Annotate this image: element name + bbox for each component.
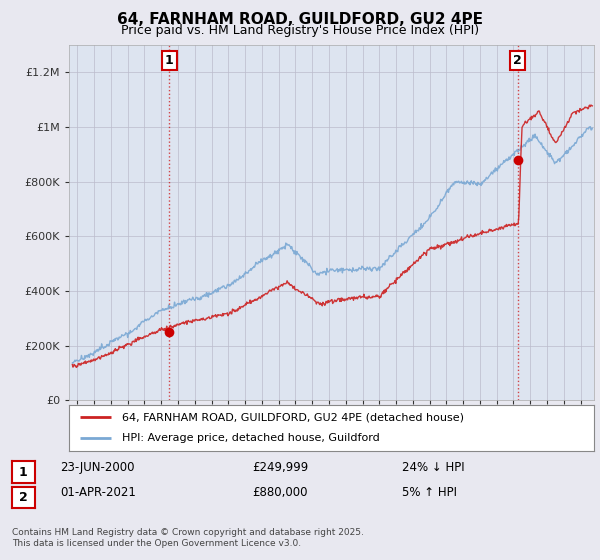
Text: Contains HM Land Registry data © Crown copyright and database right 2025.
This d: Contains HM Land Registry data © Crown c… [12, 528, 364, 548]
Text: 5% ↑ HPI: 5% ↑ HPI [402, 486, 457, 500]
Text: 1: 1 [19, 465, 28, 479]
Text: HPI: Average price, detached house, Guildford: HPI: Average price, detached house, Guil… [121, 433, 379, 444]
Text: 64, FARNHAM ROAD, GUILDFORD, GU2 4PE (detached house): 64, FARNHAM ROAD, GUILDFORD, GU2 4PE (de… [121, 412, 464, 422]
Text: 01-APR-2021: 01-APR-2021 [60, 486, 136, 500]
Text: 2: 2 [19, 491, 28, 504]
Text: 1: 1 [165, 54, 173, 67]
Text: 23-JUN-2000: 23-JUN-2000 [60, 461, 134, 474]
Text: Price paid vs. HM Land Registry's House Price Index (HPI): Price paid vs. HM Land Registry's House … [121, 24, 479, 37]
Text: £249,999: £249,999 [252, 461, 308, 474]
Text: 64, FARNHAM ROAD, GUILDFORD, GU2 4PE: 64, FARNHAM ROAD, GUILDFORD, GU2 4PE [117, 12, 483, 27]
Text: £880,000: £880,000 [252, 486, 308, 500]
Text: 2: 2 [514, 54, 522, 67]
Text: 24% ↓ HPI: 24% ↓ HPI [402, 461, 464, 474]
